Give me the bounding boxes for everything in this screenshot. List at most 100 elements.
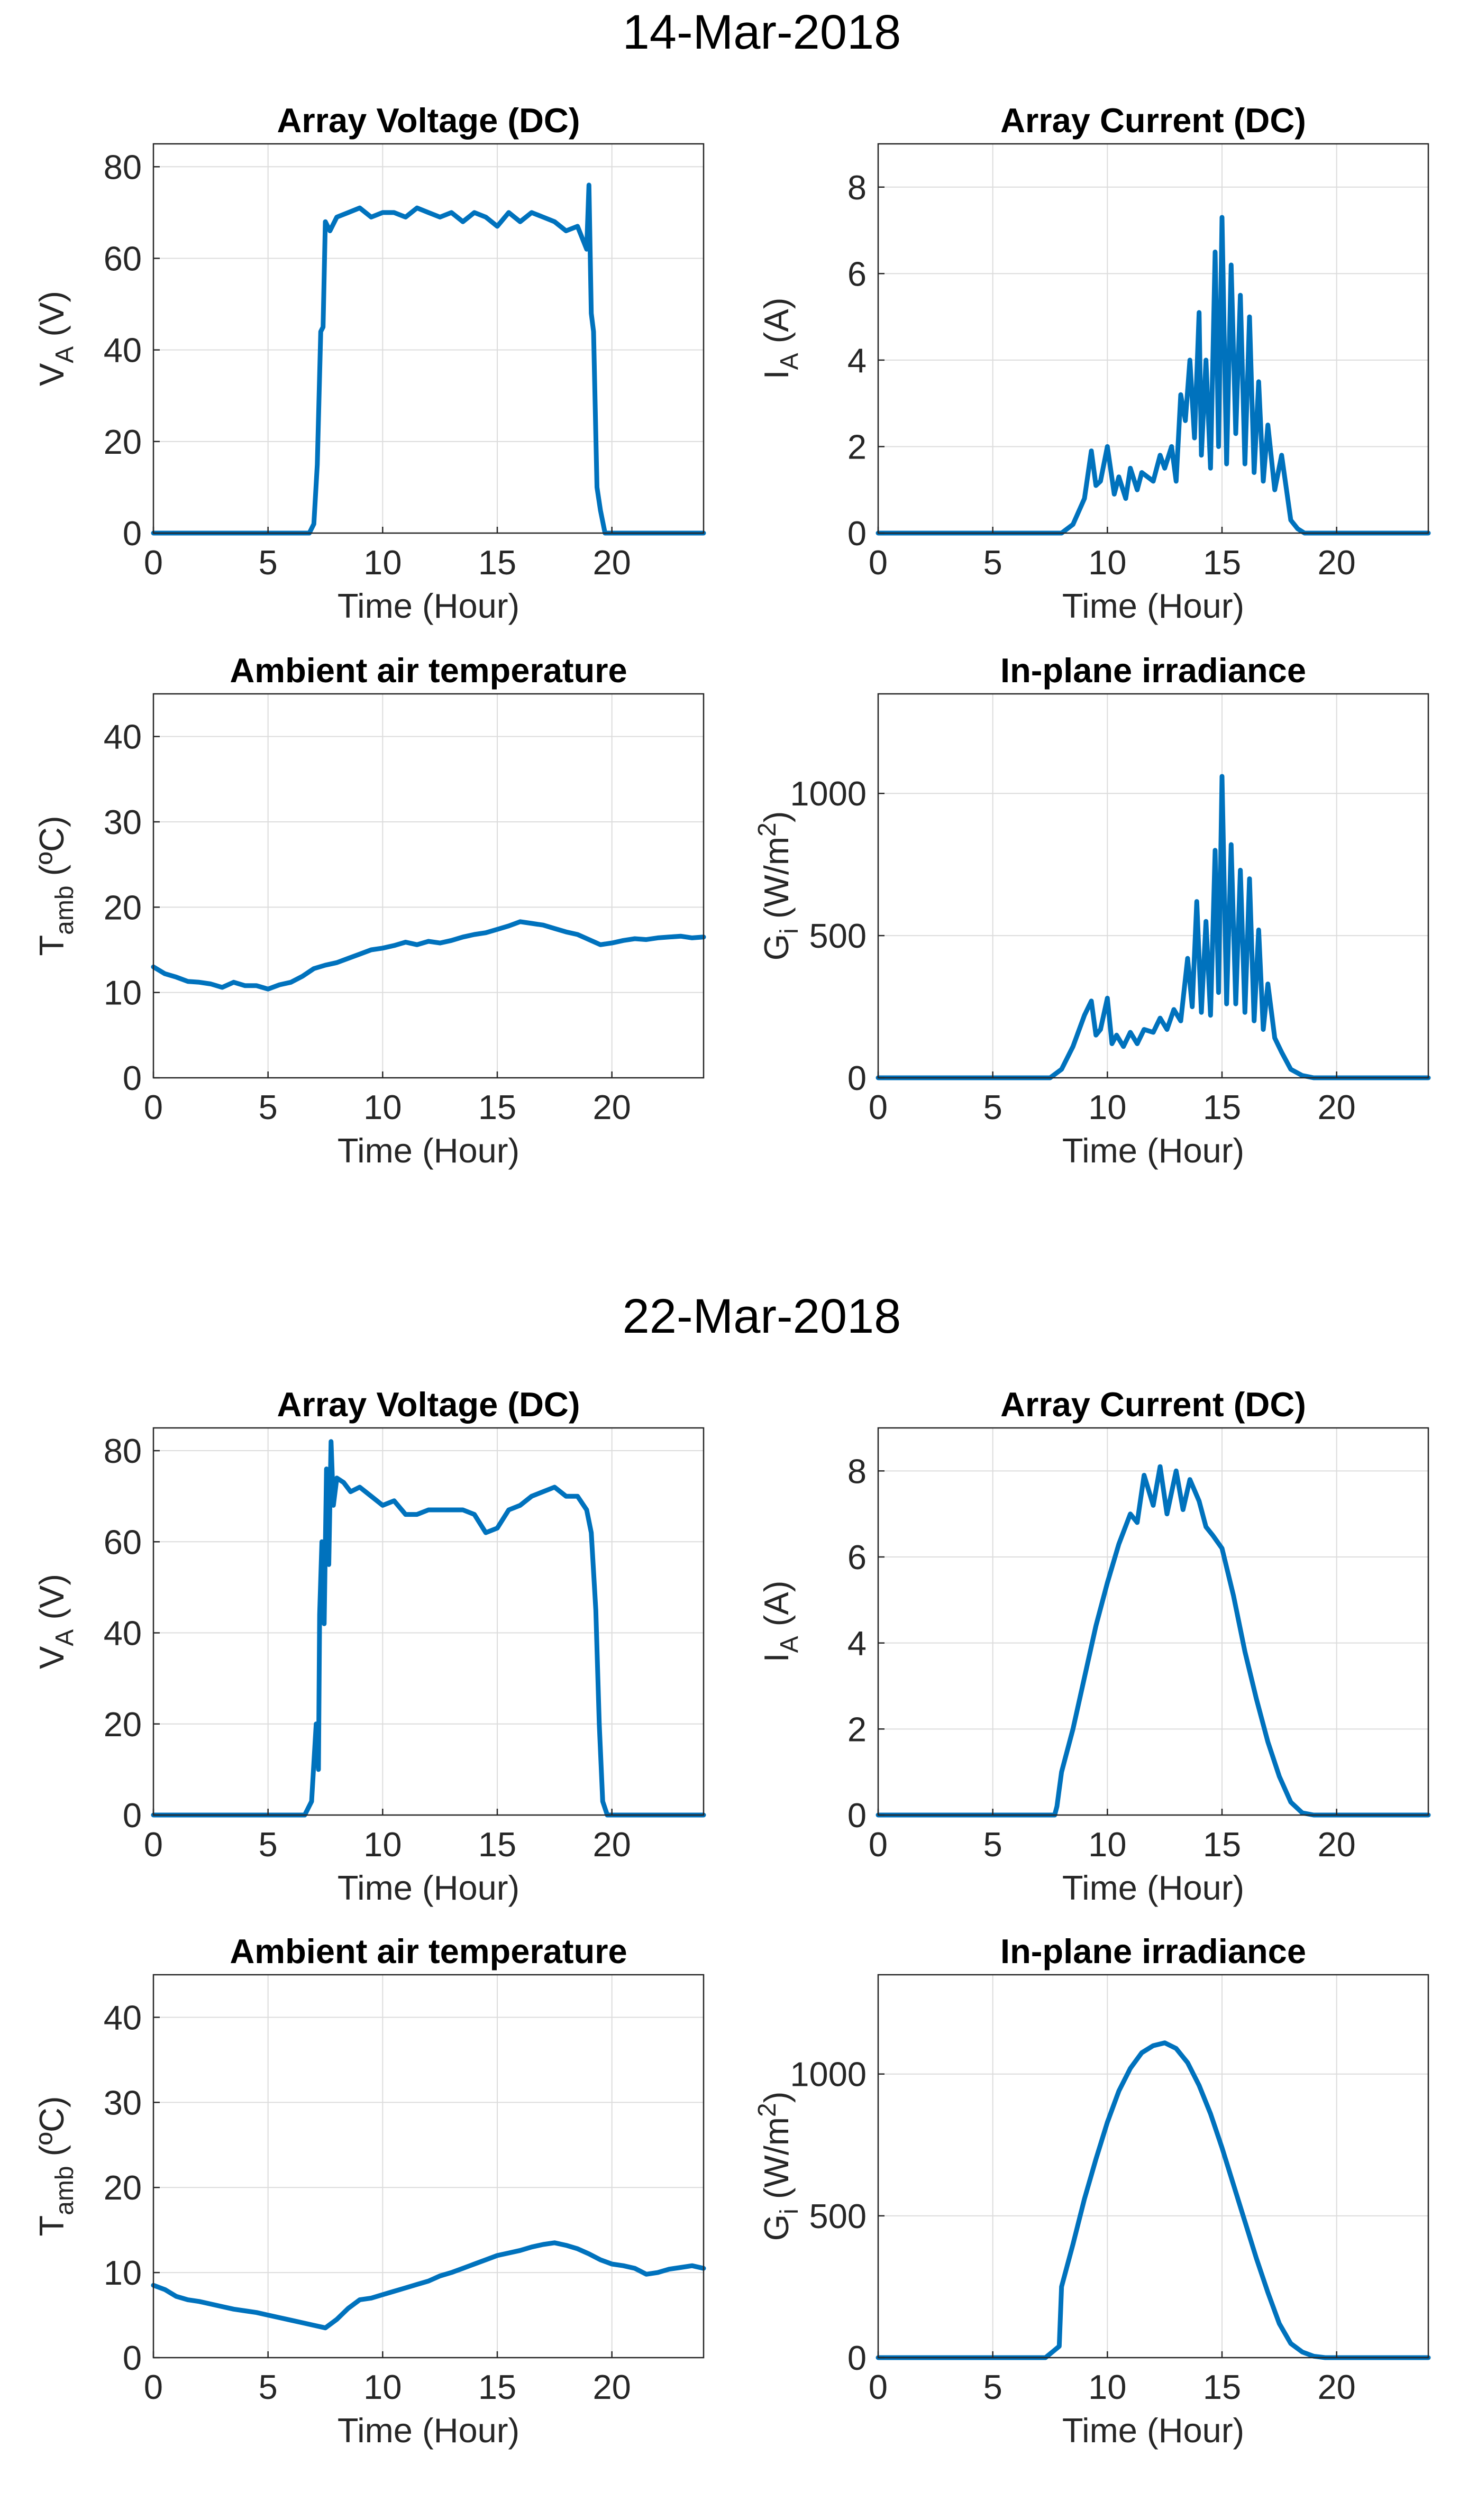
y-label-unit: (V) bbox=[32, 291, 71, 346]
chart-panel-2: 0 5 10 15 20 0 2 4 6 8 Array Current (DC) Time (Hou… bbox=[757, 101, 1431, 625]
y-tick-label: 4 bbox=[847, 1624, 867, 1663]
y-tick-label: 0 bbox=[847, 2339, 867, 2377]
y-label-main: G bbox=[757, 934, 796, 961]
x-tick-label: 15 bbox=[478, 2368, 516, 2406]
chart-title: Ambient air temperature bbox=[230, 651, 627, 690]
data-series-line bbox=[151, 182, 706, 536]
y-tick-label: 80 bbox=[104, 1432, 142, 1470]
y-tick-label: 40 bbox=[104, 1614, 142, 1653]
y-label-unit: (V) bbox=[32, 1574, 71, 1629]
y-tick-label: 8 bbox=[847, 168, 867, 207]
chart-title: Array Current (DC) bbox=[1000, 101, 1306, 140]
x-tick-label: 20 bbox=[1318, 1088, 1356, 1126]
y-axis-label: IA (A) bbox=[757, 298, 804, 380]
plot-area bbox=[153, 144, 704, 533]
chart-title: Ambient air temperature bbox=[230, 1932, 627, 1971]
y-tick-label: 6 bbox=[847, 1538, 867, 1577]
y-tick-label: 30 bbox=[104, 803, 142, 841]
plot-area bbox=[878, 1428, 1428, 1815]
x-tick-label: 10 bbox=[363, 1088, 402, 1126]
x-axis-label: Time (Hour) bbox=[1062, 587, 1244, 625]
y-tick-label: 10 bbox=[104, 2253, 142, 2292]
data-series-line bbox=[151, 2240, 706, 2331]
chart-panel-3: 0 5 10 15 20 0 10 20 30 40 Ambient air temperature… bbox=[32, 651, 706, 1170]
chart-panel-5: 0 5 10 15 20 0 20 40 60 80 Array Voltage (DC) Time … bbox=[32, 1385, 706, 1907]
x-tick-label: 15 bbox=[1203, 1825, 1241, 1864]
x-tick-label: 15 bbox=[478, 1825, 516, 1864]
x-tick-label: 5 bbox=[259, 543, 278, 582]
y-label-subscript: A bbox=[51, 1629, 79, 1646]
x-tick-label: 10 bbox=[1088, 1825, 1126, 1864]
chart-panel-6: 0 5 10 15 20 0 2 4 6 8 Array Current (DC) Time (Hou… bbox=[757, 1385, 1431, 1907]
plot-area bbox=[153, 1975, 704, 2358]
y-tick-label: 40 bbox=[104, 718, 142, 756]
x-tick-label: 15 bbox=[1203, 543, 1241, 582]
y-label-subscript: A bbox=[51, 346, 79, 363]
x-tick-label: 0 bbox=[144, 543, 163, 582]
plot-area bbox=[153, 1428, 704, 1815]
y-label-subscript: amb bbox=[51, 2166, 79, 2215]
y-label-subscript: A bbox=[776, 353, 804, 370]
y-tick-label: 6 bbox=[847, 254, 867, 293]
y-label-unit: (A) bbox=[757, 298, 796, 353]
x-tick-label: 5 bbox=[983, 543, 1002, 582]
y-tick-label: 40 bbox=[104, 331, 142, 370]
x-tick-label: 20 bbox=[593, 543, 631, 582]
y-tick-label: 0 bbox=[123, 1059, 142, 1097]
x-axis-label: Time (Hour) bbox=[338, 1868, 519, 1907]
chart-title: Array Voltage (DC) bbox=[277, 1385, 580, 1424]
y-label-subscript: amb bbox=[51, 885, 79, 934]
y-axis-label: Gi (W/m2) bbox=[753, 811, 804, 961]
x-tick-label: 5 bbox=[259, 2368, 278, 2406]
y-tick-label: 0 bbox=[847, 1059, 867, 1097]
y-label-superscript: 2 bbox=[753, 2103, 781, 2117]
y-label-subscript: A bbox=[776, 1636, 804, 1653]
data-series-line bbox=[151, 1439, 706, 1818]
axes-box bbox=[152, 693, 705, 1079]
x-tick-label: 0 bbox=[869, 1088, 888, 1126]
x-tick-label: 20 bbox=[593, 2368, 631, 2406]
y-label-unit: (ºC) bbox=[32, 815, 71, 885]
x-tick-label: 10 bbox=[363, 543, 402, 582]
axes-box bbox=[877, 693, 1429, 1079]
x-tick-label: 15 bbox=[1203, 1088, 1241, 1126]
y-tick-label: 500 bbox=[809, 917, 867, 955]
y-label-subscript: i bbox=[776, 2209, 804, 2214]
x-tick-label: 5 bbox=[983, 2368, 1002, 2406]
y-tick-label: 500 bbox=[809, 2197, 867, 2235]
x-axis-label: Time (Hour) bbox=[338, 587, 519, 625]
y-tick-label: 1000 bbox=[790, 774, 867, 813]
y-label-main: V bbox=[32, 1646, 71, 1669]
axes-box bbox=[152, 1427, 705, 1816]
plot-area bbox=[878, 1975, 1428, 2358]
x-tick-label: 10 bbox=[363, 1825, 402, 1864]
y-label-main: V bbox=[32, 363, 71, 386]
x-tick-label: 20 bbox=[1318, 543, 1356, 582]
x-tick-label: 15 bbox=[478, 543, 516, 582]
x-axis-label: Time (Hour) bbox=[338, 2411, 519, 2450]
x-tick-label: 20 bbox=[1318, 1825, 1356, 1864]
axes-box bbox=[877, 143, 1429, 534]
axes-box bbox=[152, 1974, 705, 2359]
y-tick-label: 0 bbox=[123, 1796, 142, 1835]
y-tick-label: 8 bbox=[847, 1452, 867, 1490]
y-label-main: T bbox=[32, 935, 71, 956]
x-tick-label: 10 bbox=[1088, 543, 1126, 582]
y-label-main: G bbox=[757, 2214, 796, 2241]
y-tick-label: 0 bbox=[123, 514, 142, 553]
y-tick-label: 30 bbox=[104, 2083, 142, 2122]
y-tick-label: 10 bbox=[104, 974, 142, 1012]
y-tick-label: 20 bbox=[104, 423, 142, 461]
y-label-unit: (A) bbox=[757, 1581, 796, 1636]
y-label-unit: (W/m bbox=[757, 2117, 796, 2209]
plot-area bbox=[153, 694, 704, 1078]
x-tick-label: 20 bbox=[1318, 2368, 1356, 2406]
x-tick-label: 10 bbox=[363, 2368, 402, 2406]
x-tick-label: 0 bbox=[144, 1825, 163, 1864]
figure-title-2: 22-Mar-2018 bbox=[623, 1289, 901, 1343]
axes-box bbox=[877, 1974, 1429, 2359]
chart-panel-8: 0 5 10 15 20 0 500 1000 In-plane irradiance Time … bbox=[753, 1932, 1431, 2450]
x-tick-label: 5 bbox=[259, 1825, 278, 1864]
axes-box bbox=[877, 1427, 1429, 1816]
